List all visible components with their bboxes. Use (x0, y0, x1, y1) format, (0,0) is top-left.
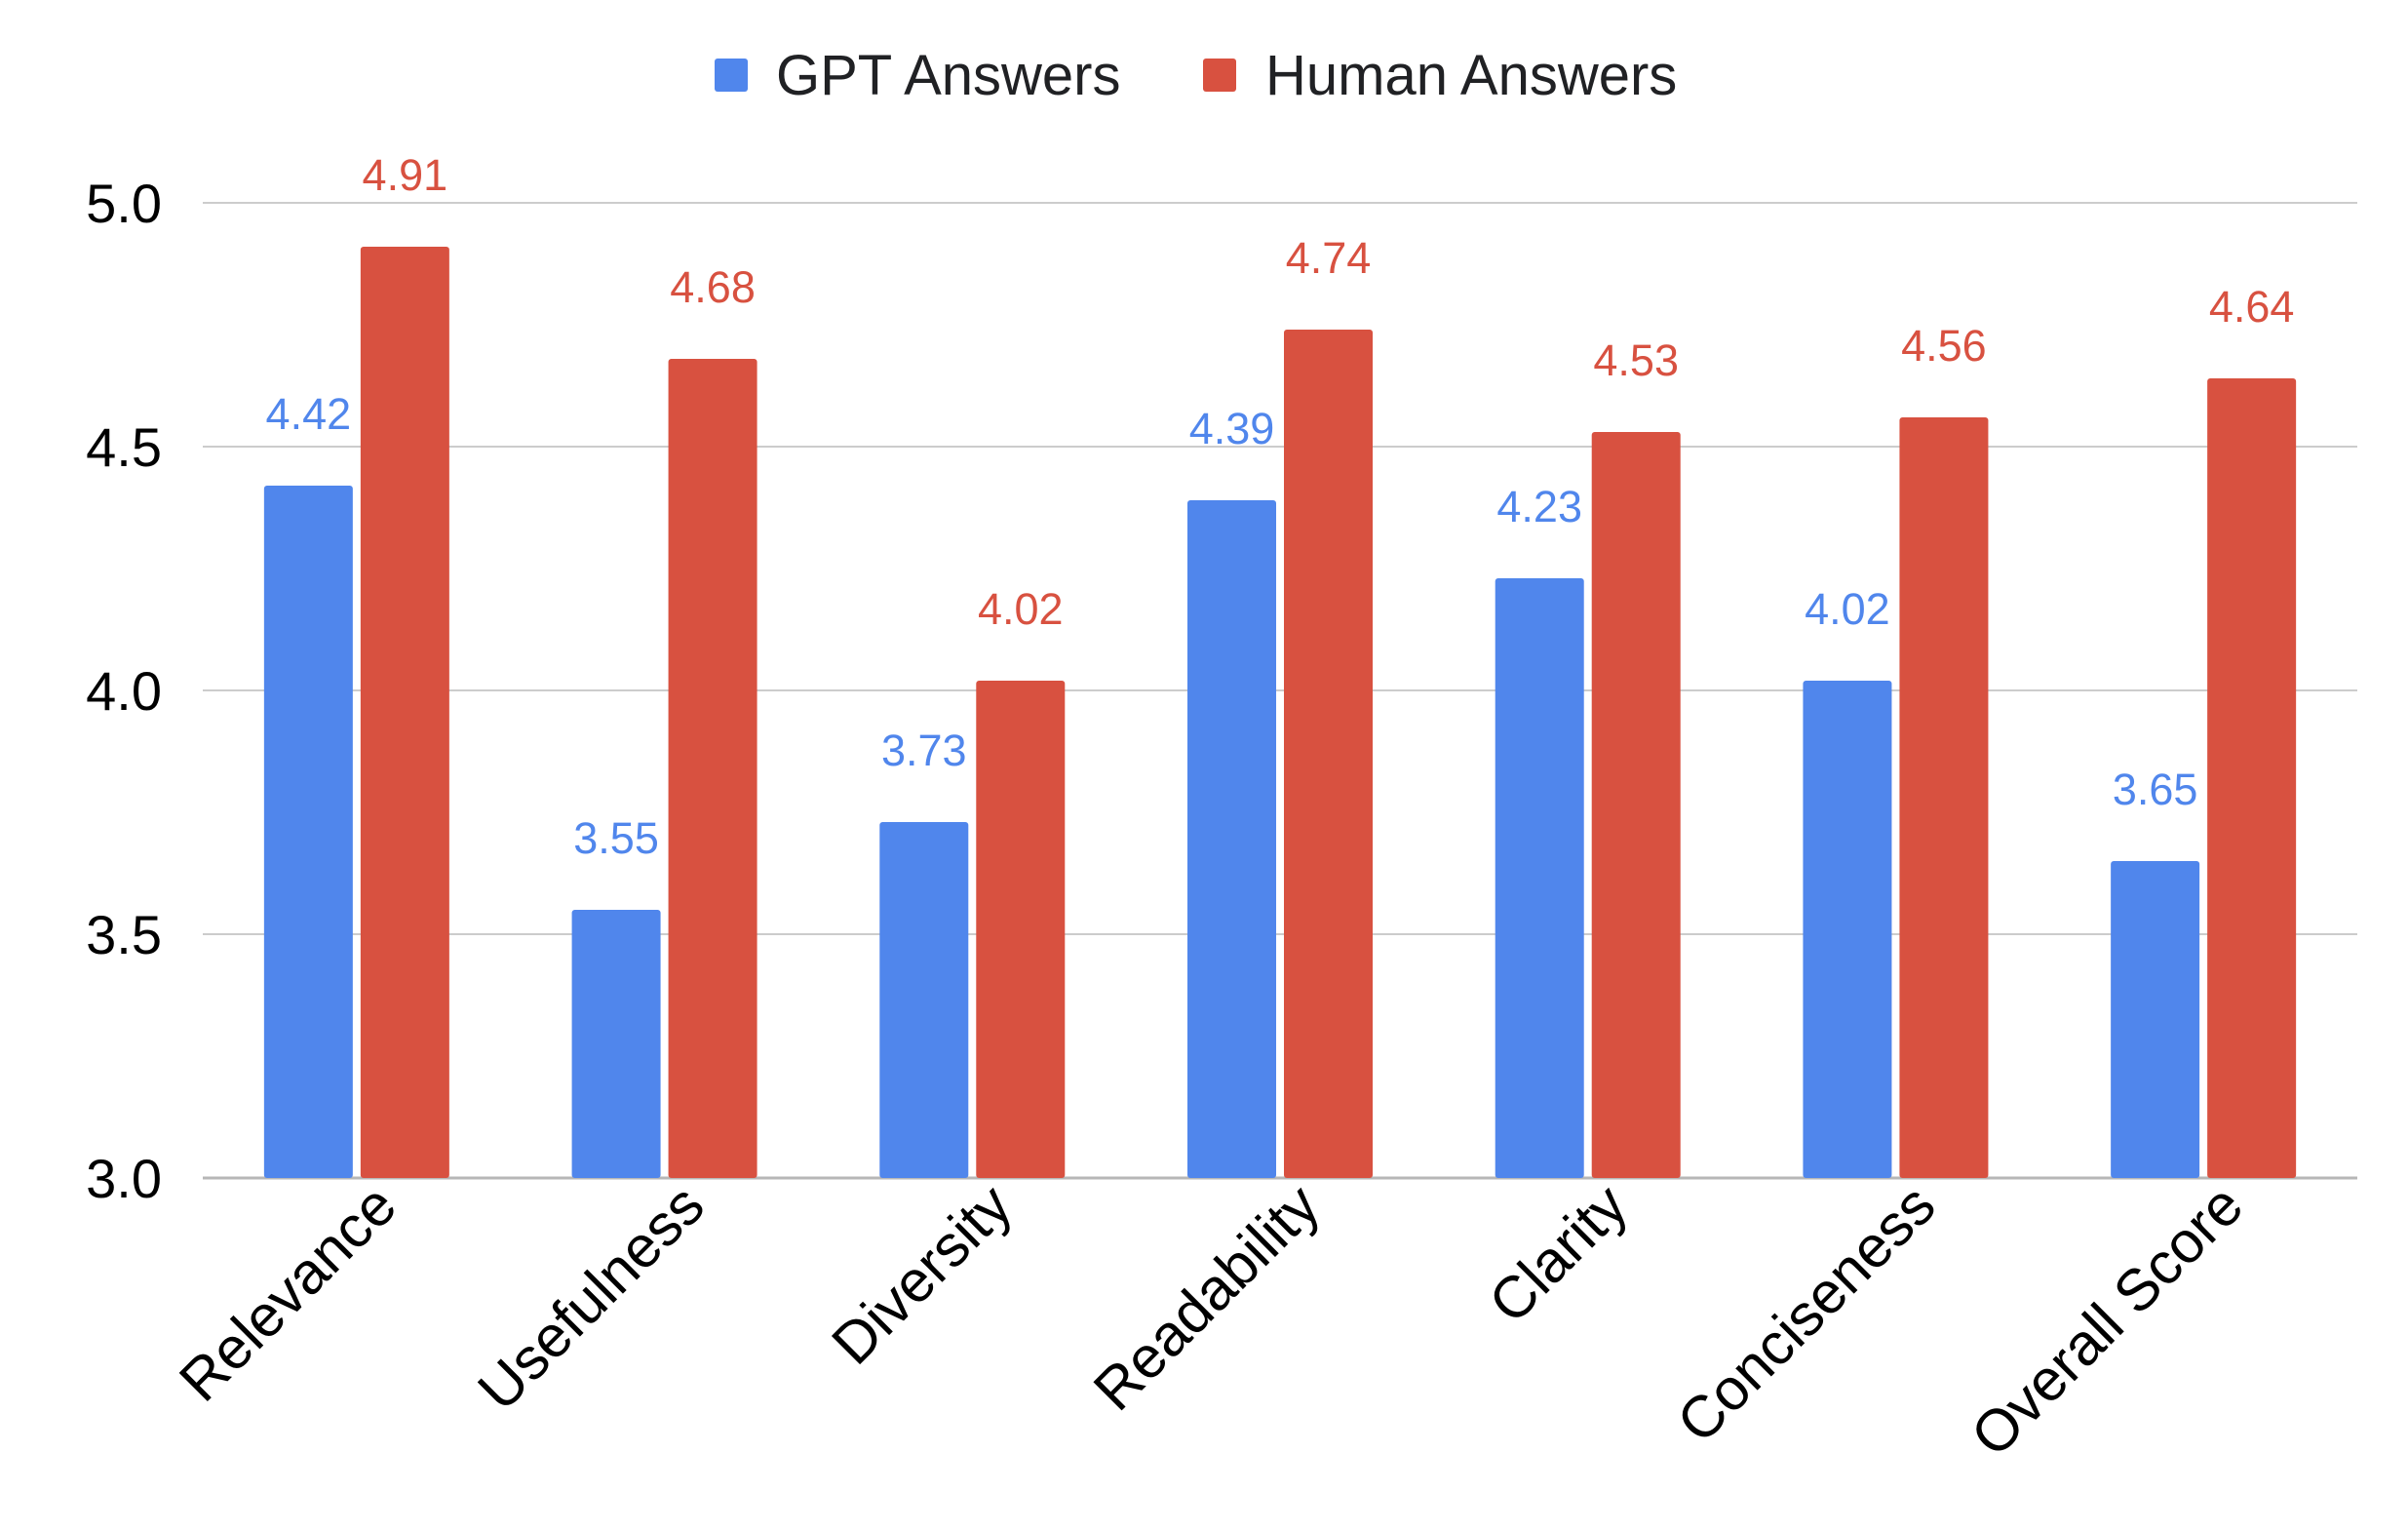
legend-swatch-gpt-answers (715, 59, 748, 92)
data-label-gpt-answers-diversity: 3.73 (881, 726, 967, 775)
x-tick-label-overall-score: Overall Score (1959, 1172, 2255, 1469)
data-label-human-answers-relevance: 4.91 (363, 150, 448, 200)
gridlines (203, 202, 2357, 1180)
y-tick-label: 4.0 (86, 660, 162, 722)
data-label-gpt-answers-relevance: 4.42 (266, 389, 352, 439)
data-label-gpt-answers-usefulness: 3.55 (573, 813, 659, 863)
legend-swatch-human-answers (1203, 59, 1236, 92)
data-label-gpt-answers-conciseness: 4.02 (1805, 584, 1890, 634)
y-tick-label: 3.0 (86, 1148, 162, 1209)
bar-human-answers-relevance (360, 247, 449, 1178)
data-label-gpt-answers-overall-score: 3.65 (2113, 765, 2198, 814)
bar-human-answers-conciseness (1899, 417, 1989, 1178)
legend-label-human-answers: Human Answers (1265, 44, 1677, 107)
x-tick-label-diversity: Diversity (819, 1172, 1024, 1377)
x-tick-label-usefulness: Usefulness (466, 1172, 717, 1423)
x-tick-label-conciseness: Conciseness (1664, 1172, 1947, 1455)
y-axis: 3.0 3.5 4.0 4.5 5.0 (86, 173, 162, 1209)
data-label-human-answers-conciseness: 4.56 (1901, 321, 1987, 371)
data-labels: 4.42 4.91 3.55 4.68 3.73 4.02 4.39 4.74 4.23 4.53… (266, 150, 2295, 863)
bar-gpt-answers-relevance (263, 486, 353, 1178)
bar-gpt-answers-conciseness (1803, 681, 1892, 1178)
legend-label-gpt-answers: GPT Answers (776, 44, 1121, 107)
data-label-human-answers-usefulness: 4.68 (670, 262, 756, 312)
bar-gpt-answers-diversity (879, 822, 969, 1178)
y-tick-label: 5.0 (86, 173, 162, 234)
x-tick-label-clarity: Clarity (1476, 1172, 1640, 1336)
data-label-gpt-answers-clarity: 4.23 (1496, 482, 1582, 531)
y-tick-label: 4.5 (86, 416, 162, 478)
data-label-human-answers-overall-score: 4.64 (2209, 282, 2295, 332)
bar-gpt-answers-clarity (1495, 578, 1584, 1178)
bars (263, 247, 2297, 1178)
y-tick-label: 3.5 (86, 904, 162, 965)
bar-human-answers-usefulness (668, 359, 757, 1178)
data-label-gpt-answers-readability: 4.39 (1189, 404, 1275, 453)
legend: GPT Answers Human Answers (715, 44, 1677, 107)
bar-gpt-answers-readability (1187, 500, 1276, 1178)
x-tick-label-relevance: Relevance (167, 1172, 408, 1414)
data-label-human-answers-clarity: 4.53 (1593, 335, 1679, 385)
x-axis: Relevance Usefulness Diversity Readability C… (167, 1172, 2255, 1469)
bar-gpt-answers-overall-score (2111, 861, 2200, 1178)
bar-human-answers-readability (1284, 330, 1373, 1178)
bar-human-answers-clarity (1591, 432, 1681, 1178)
data-label-human-answers-diversity: 4.02 (978, 584, 1064, 634)
data-label-human-answers-readability: 4.74 (1286, 233, 1372, 283)
x-tick-label-readability: Readability (1081, 1172, 1332, 1423)
bar-human-answers-overall-score (2207, 378, 2297, 1178)
bar-gpt-answers-usefulness (571, 910, 661, 1178)
bar-human-answers-diversity (976, 681, 1066, 1178)
